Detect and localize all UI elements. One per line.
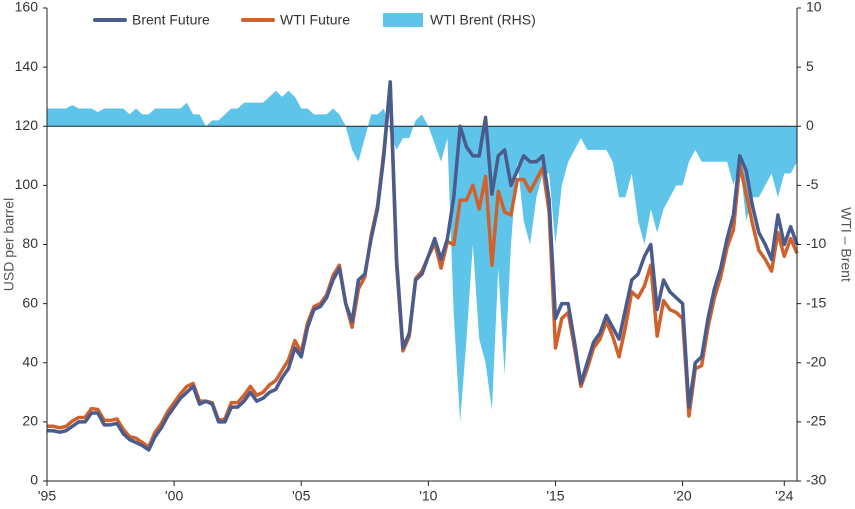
legend-label: Brent Future [132,12,210,28]
y-tick-label: 120 [15,117,39,133]
x-tick-label: '95 [38,488,56,504]
y2-tick-label: 10 [806,0,822,15]
y-tick-label: 100 [15,176,39,192]
y2-tick-label: -5 [806,176,819,192]
x-tick-label: '20 [673,488,691,504]
y-axis-label: USD per barrel [1,198,17,291]
legend-label: WTI Future [280,12,350,28]
y-tick-label: 160 [15,0,39,15]
x-tick-label: '15 [546,488,564,504]
y-tick-label: 140 [15,58,39,74]
price-line [47,80,799,452]
y2-axis-label: WTI – Brent [838,207,854,282]
y-tick-label: 0 [30,472,38,488]
y-tick-label: 60 [22,294,38,310]
x-tick-label: '00 [165,488,183,504]
x-tick-label: '05 [292,488,310,504]
x-tick-label: '10 [419,488,437,504]
y2-tick-label: 0 [806,117,814,133]
y-tick-label: 80 [22,235,38,251]
y2-tick-label: -20 [806,353,826,369]
y2-tick-label: 5 [806,58,814,74]
legend-swatch [383,13,423,27]
y-tick-label: 20 [22,413,38,429]
x-tick-label: '24 [775,488,793,504]
y2-tick-label: -25 [806,413,826,429]
y2-tick-label: -30 [806,472,826,488]
y2-tick-label: -15 [806,294,826,310]
y-tick-label: 40 [22,353,38,369]
y2-tick-label: -10 [806,235,826,251]
spread-area [47,90,797,422]
legend-label: WTI Brent (RHS) [430,12,536,28]
